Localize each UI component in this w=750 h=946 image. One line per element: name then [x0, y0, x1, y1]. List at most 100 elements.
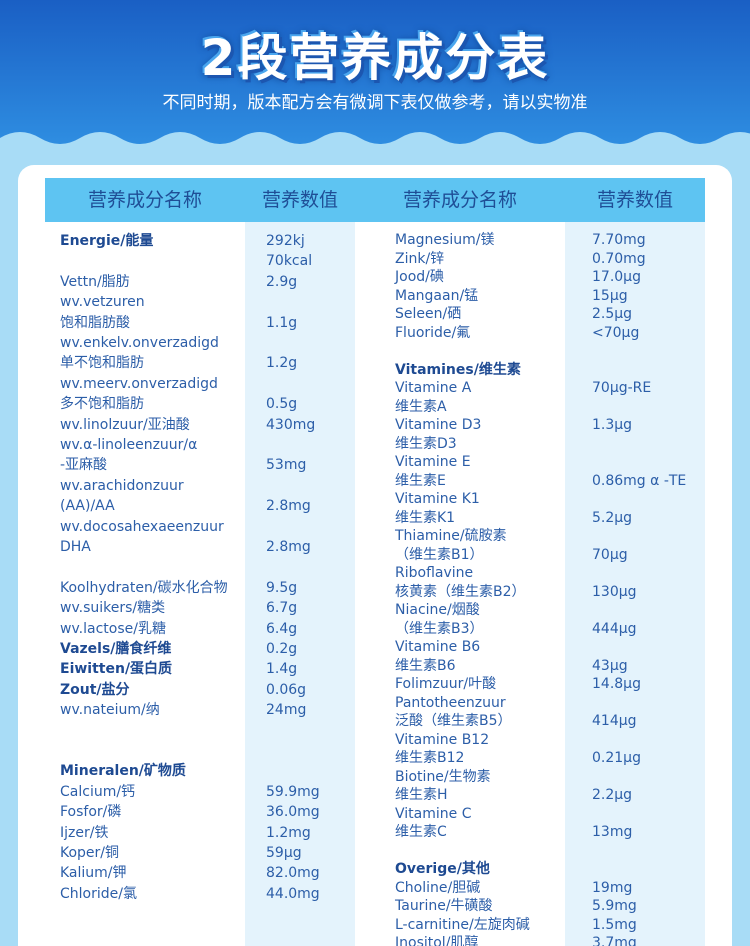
nutrient-value: 2.8mg: [266, 498, 311, 515]
nutrient-name: wv.docosahexaeenzuur: [60, 518, 224, 535]
nutrient-name: Koolhydraten/碳水化合物: [60, 579, 228, 596]
nutrient-name: Koper/铜: [60, 845, 120, 861]
nutrient-value: 0.21μg: [592, 750, 641, 766]
nutrient-name: (AA)/AA: [60, 498, 115, 515]
column-header: 营养数值: [596, 189, 673, 211]
nutrient-value: 5.2μg: [592, 509, 633, 526]
nutrient-value: 59μg: [266, 845, 302, 861]
nutrient-name: wv.arachidonzuur: [60, 477, 184, 494]
nutrient-name: Mineralen/矿物质: [60, 763, 186, 780]
column-header: 营养数值: [261, 189, 338, 211]
nutrient-name: Vitamine D3: [395, 417, 482, 433]
nutrient-value: 1.1g: [266, 314, 298, 331]
nutrient-value: 0.5g: [266, 396, 298, 413]
nutrient-value: 59.9mg: [266, 783, 320, 800]
nutrient-value: 3.7mg: [592, 935, 637, 946]
nutrient-name: Ijzer/铁: [60, 824, 109, 841]
nutrient-name: Vitamine B6: [395, 639, 481, 655]
column-header: 营养成分名称: [87, 189, 202, 211]
nutrient-name: Vitamine E: [395, 454, 471, 470]
nutrient-name: Overige/其他: [395, 861, 490, 877]
title: 2段营养成分表: [200, 29, 550, 87]
nutrient-name: -亚麻酸: [60, 457, 108, 474]
nutrient-value: 0.2g: [266, 641, 298, 657]
nutrient-value: 1.2g: [266, 355, 298, 372]
nutrient-name: wv.nateium/纳: [60, 702, 160, 719]
nutrient-name: 维生素E: [395, 472, 446, 489]
nutrient-value: 130μg: [592, 583, 637, 600]
nutrient-name: 单不饱和脂肪: [60, 355, 144, 372]
nutrient-name: L-carnitine/左旋肉碱: [395, 916, 530, 933]
nutrient-name: 维生素K1: [395, 509, 456, 526]
nutrient-name: Taurine/牛磺酸: [395, 898, 493, 914]
nutrient-value: 70μg-RE: [592, 380, 652, 396]
nutrient-value: 2.9g: [266, 273, 298, 290]
nutrient-value: 5.9mg: [592, 898, 637, 914]
nutrient-value: 17.0μg: [592, 269, 641, 285]
nutrient-name: 泛酸（维生素B5）: [395, 713, 512, 729]
nutrient-value: 24mg: [266, 702, 307, 719]
nutrient-value: 2.8mg: [266, 539, 311, 555]
nutrient-name: Thiamine/硫胺素: [395, 528, 507, 544]
nutrient-name: Choline/胆碱: [395, 879, 481, 896]
nutrient-value: <70μg: [592, 324, 640, 341]
nutrient-name: Pantotheenzuur: [395, 694, 506, 711]
nutrient-value: 0.70mg: [592, 250, 646, 267]
nutrient-name: Zout/盐分: [60, 681, 130, 698]
nutrient-name: Riboflavine: [395, 565, 474, 581]
nutrient-name: wv.α-linoleenzuur/α: [60, 437, 198, 453]
nutrient-value: 1.4g: [266, 661, 298, 678]
nutrient-name: 核黄素（维生素B2）: [395, 583, 526, 600]
nutrient-name: 维生素H: [395, 787, 448, 803]
nutrient-name: Chloride/氯: [60, 885, 137, 902]
nutrient-name: Niacine/烟酸: [395, 602, 480, 618]
nutrient-name: Vitamine C: [395, 805, 472, 822]
nutrient-value: 1.5mg: [592, 916, 637, 933]
nutrient-name: Magnesium/镁: [395, 232, 495, 248]
nutrient-name: Inositol/肌醇: [395, 935, 479, 946]
nutrient-value: 82.0mg: [266, 865, 320, 882]
header-band: [0, 0, 750, 150]
nutrient-name: 维生素B6: [395, 657, 456, 674]
nutrient-value: 15μg: [592, 287, 628, 304]
nutrient-name: Vazels/膳食纤维: [60, 641, 172, 657]
nutrient-value: 2.2μg: [592, 787, 633, 803]
nutrient-value: 13mg: [592, 824, 633, 840]
column-band: [565, 222, 705, 946]
nutrient-name: 多不饱和脂肪: [60, 396, 144, 413]
nutrient-value: 444μg: [592, 620, 637, 637]
nutrient-name: Fluoride/氟: [395, 324, 471, 341]
nutrient-name: Vitamine B12: [395, 731, 490, 748]
nutrient-name: Vitamine K1: [395, 491, 480, 507]
nutrient-value: 2.5μg: [592, 306, 633, 322]
wave: [0, 132, 750, 158]
nutrient-name: Seleen/硒: [395, 306, 462, 322]
nutrient-value: 70μg: [592, 546, 628, 563]
nutrient-value: 6.7g: [266, 600, 298, 617]
nutrient-value: 14.8μg: [592, 676, 641, 692]
nutrient-name: Jood/碘: [395, 269, 444, 285]
nutrient-value: 19mg: [592, 879, 633, 896]
nutrient-name: Kalium/钾: [60, 865, 127, 882]
nutrient-name: Eiwitten/蛋白质: [60, 661, 173, 678]
table-header: [45, 178, 705, 222]
nutrient-value: 6.4g: [266, 620, 298, 637]
nutrient-name: 维生素C: [395, 824, 447, 840]
nutrient-name: Energie/能量: [60, 233, 154, 249]
nutrient-value: 70kcal: [266, 253, 313, 270]
nutrient-name: （维生素B3）: [395, 620, 484, 637]
nutrient-value: 9.5g: [266, 579, 298, 596]
nutrient-value: 1.2mg: [266, 824, 311, 841]
column-band: [245, 222, 355, 946]
nutrient-value: 430mg: [266, 416, 316, 433]
subtitle: 不同时期，版本配方会有微调下表仅做参考，请以实物准: [162, 93, 588, 113]
nutrient-name: 维生素A: [395, 398, 447, 415]
nutrient-name: wv.meerv.onverzadigd: [60, 375, 218, 392]
nutrient-name: 饱和脂肪酸: [60, 314, 130, 331]
nutrient-value: 43μg: [592, 657, 628, 674]
nutrient-value: 36.0mg: [266, 804, 320, 821]
nutrient-name: wv.lactose/乳糖: [60, 620, 166, 637]
nutrient-name: 维生素D3: [395, 435, 457, 452]
nutrient-value: 0.86mg α -TE: [592, 472, 687, 489]
